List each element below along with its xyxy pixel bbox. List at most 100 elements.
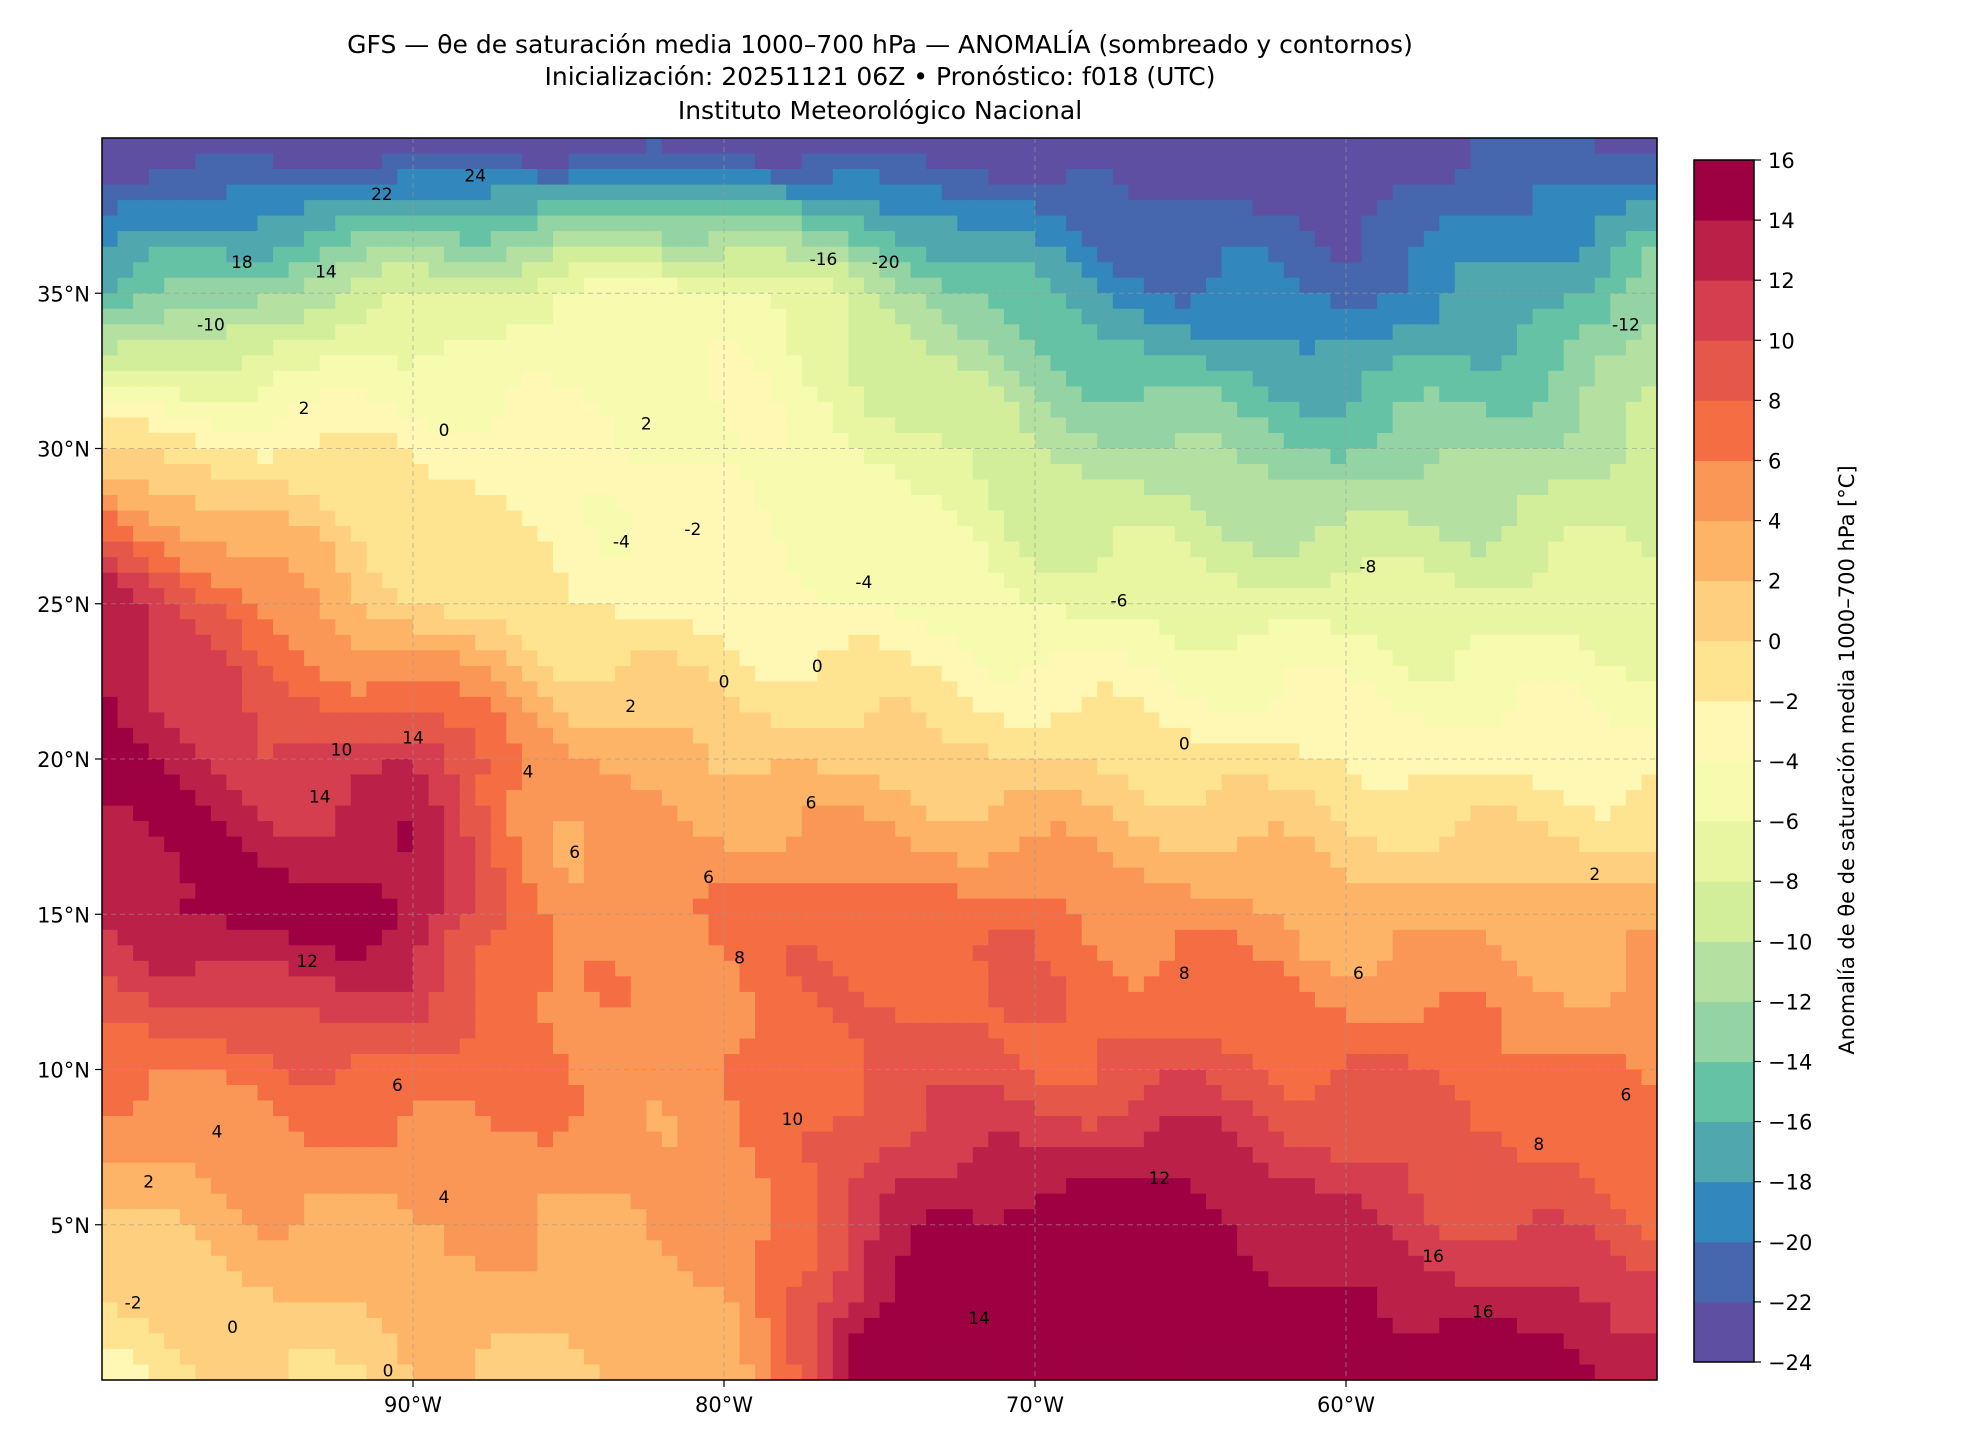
heatmap-cell [1128,215,1145,232]
heatmap-cell [1035,246,1052,263]
heatmap-cell [599,712,616,729]
heatmap-cell [195,696,212,713]
heatmap-cell [1625,433,1643,450]
heatmap-cell [1299,324,1316,341]
heatmap-cell [506,665,523,682]
heatmap-cell [926,867,943,884]
heatmap-cell [1283,169,1300,186]
heatmap-cell [148,324,165,341]
heatmap-cell [584,588,601,605]
heatmap-cell [630,495,647,512]
heatmap-cell [1003,355,1020,372]
heatmap-cell [739,215,756,232]
heatmap-cell [848,634,865,651]
heatmap-cell [1361,681,1378,698]
heatmap-cell [413,464,430,481]
heatmap-cell [1501,339,1518,356]
heatmap-cell [584,883,601,900]
heatmap-cell [1221,433,1238,450]
heatmap-cell [1314,370,1331,387]
heatmap-cell [661,464,678,481]
heatmap-cell [615,386,632,403]
heatmap-cell [288,169,305,186]
heatmap-cell [1330,634,1347,651]
heatmap-cell [1066,138,1083,155]
heatmap-cell [490,293,507,310]
heatmap-cell [1003,712,1020,729]
heatmap-cell [148,138,165,155]
heatmap-cell [584,774,601,791]
heatmap-cell [350,790,367,807]
heatmap-cell [646,355,663,372]
heatmap-cell [1625,883,1643,900]
heatmap-cell [288,308,305,325]
heatmap-cell [599,603,616,620]
heatmap-cell [490,821,507,838]
heatmap-cell [832,169,849,186]
heatmap-cell [786,619,803,636]
heatmap-cell [1454,339,1471,356]
heatmap-cell [1221,324,1238,341]
heatmap-cell [646,308,663,325]
heatmap-cell [179,665,196,682]
heatmap-cell [1501,603,1518,620]
heatmap-cell [1035,324,1052,341]
heatmap-cell [490,370,507,387]
heatmap-cell [848,852,865,869]
heatmap-cell [444,867,461,884]
heatmap-cell [1517,727,1534,744]
heatmap-cell [195,324,212,341]
heatmap-cell [381,743,399,760]
heatmap-cell [957,448,974,465]
heatmap-cell [226,603,243,620]
heatmap-cell [817,464,834,481]
heatmap-cell [273,588,290,605]
heatmap-cell [724,308,741,325]
heatmap-cell [1501,681,1518,698]
heatmap-cell [1408,774,1425,791]
heatmap-cell [1517,339,1534,356]
heatmap-cell [148,696,165,713]
heatmap-cell [490,898,507,915]
heatmap-cell [1486,541,1503,558]
heatmap-cell [1377,883,1394,900]
heatmap-cell [677,743,694,760]
heatmap-cell [630,231,647,248]
heatmap-cell [1501,448,1518,465]
heatmap-cell [413,200,430,217]
heatmap-cell [1221,277,1238,294]
heatmap-cell [444,370,461,387]
heatmap-cell [1252,665,1269,682]
heatmap-cell [972,867,989,884]
heatmap-cell [1237,541,1254,558]
heatmap-cell [568,557,585,574]
heatmap-cell [1346,277,1363,294]
heatmap-cell [677,262,694,279]
heatmap-cell [304,231,321,248]
heatmap-cell [428,681,445,698]
heatmap-cell [1625,215,1643,232]
heatmap-cell [475,603,492,620]
heatmap-cell [848,867,865,884]
heatmap-cell [1237,417,1254,434]
heatmap-cell [879,231,896,248]
heatmap-cell [195,805,212,822]
heatmap-cell [1641,355,1658,372]
heatmap-cell [848,712,865,729]
heatmap-cell [257,759,274,776]
heatmap-cell [381,759,399,776]
heatmap-cell [195,262,212,279]
heatmap-cell [1221,557,1238,574]
heatmap-cell [1330,386,1347,403]
heatmap-cell [972,712,989,729]
heatmap-cell [1641,339,1658,356]
heatmap-cell [801,138,818,155]
heatmap-cell [210,464,227,481]
heatmap-cell [863,277,881,294]
heatmap-cell [444,805,461,822]
heatmap-cell [1610,339,1627,356]
heatmap-cell [1548,510,1565,527]
heatmap-cell [724,883,741,900]
heatmap-cell [1221,169,1238,186]
heatmap-cell [164,712,181,729]
